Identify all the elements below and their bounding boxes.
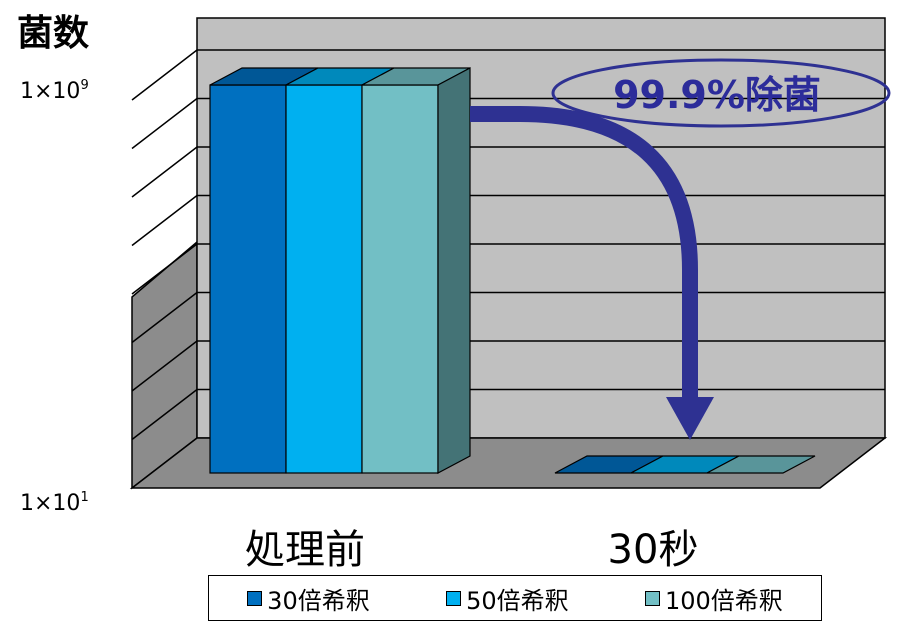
bar: [706, 455, 816, 474]
gridlines: [131, 49, 885, 441]
gridline: [131, 291, 885, 344]
legend-item: 50倍希釈: [446, 581, 569, 616]
bar-front: [285, 84, 363, 474]
gridline: [131, 97, 885, 150]
legend-swatch: [446, 590, 462, 606]
callout-text: 99.9%除菌: [613, 73, 821, 117]
legend-swatch: [644, 590, 660, 606]
callout: 99.9%除菌: [551, 58, 891, 128]
callout-ellipse: [551, 58, 891, 128]
bar-top: [706, 455, 816, 474]
legend-label: 30倍希釈: [267, 586, 370, 615]
bar: [209, 67, 319, 474]
legend-item: 30倍希釈: [247, 581, 370, 616]
y-tick-bottom: 1×101: [20, 490, 89, 516]
bar-front: [361, 84, 439, 474]
gridline: [131, 194, 885, 247]
bar-front: [209, 84, 287, 474]
legend: 30倍希釈 50倍希釈 100倍希釈: [208, 575, 822, 621]
gridline: [131, 388, 885, 441]
bar-side: [437, 67, 471, 474]
category-label: 処理前: [245, 527, 365, 573]
legend-swatch: [247, 590, 263, 606]
bar: [361, 67, 471, 474]
gridline: [131, 49, 885, 101]
gridline: [131, 243, 885, 295]
gridline: [131, 146, 885, 198]
legend-item: 100倍希釈: [644, 581, 783, 616]
legend-label: 50倍希釈: [466, 586, 569, 615]
bars: [209, 67, 816, 474]
decrease-arrow: [470, 106, 714, 440]
bar: [285, 67, 395, 474]
category-label: 30秒: [608, 527, 699, 573]
y-tick-top: 1×109: [20, 78, 89, 104]
gridline: [131, 340, 885, 392]
y-axis-title: 菌数: [17, 13, 89, 54]
legend-label: 100倍希釈: [664, 586, 783, 615]
